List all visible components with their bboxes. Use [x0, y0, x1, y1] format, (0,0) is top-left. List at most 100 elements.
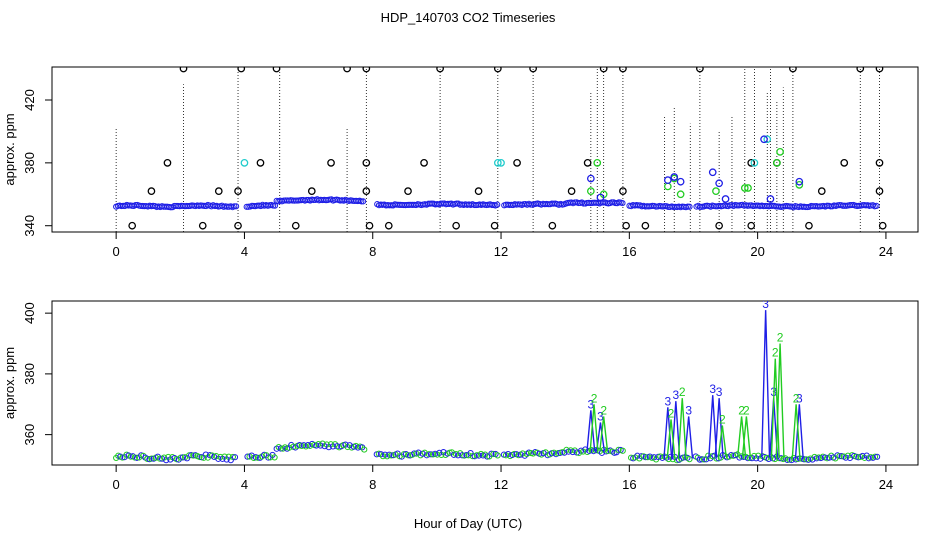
- data-point: [147, 187, 156, 195]
- spike-label: 3: [588, 397, 595, 411]
- data-point: [177, 454, 184, 461]
- data-point: [686, 456, 693, 463]
- x-tick-label: 4: [241, 477, 248, 492]
- spike-line: [663, 407, 673, 459]
- x-tick-label: 20: [750, 477, 764, 492]
- spike-line: [714, 398, 724, 457]
- data-point: [776, 148, 784, 156]
- spike-line: [595, 422, 606, 452]
- y-tick-label: 380: [22, 363, 37, 385]
- data-point: [696, 67, 704, 73]
- y-tick-label: 340: [22, 215, 37, 237]
- data-point: [384, 221, 393, 230]
- data-point: [469, 453, 476, 460]
- data-point: [427, 451, 435, 458]
- data-point: [513, 159, 521, 167]
- data-point: [747, 221, 756, 230]
- y-axis-label: approx. ppm: [2, 113, 17, 185]
- spike-line: [794, 404, 804, 459]
- data-point: [362, 159, 371, 167]
- data-point: [805, 221, 813, 230]
- data-point: [404, 452, 412, 459]
- data-point: [715, 221, 723, 230]
- data-point: [676, 177, 685, 186]
- spike-label: 2: [719, 413, 726, 427]
- data-point: [596, 193, 605, 202]
- data-point: [234, 221, 242, 230]
- data-point: [619, 199, 626, 207]
- data-point: [583, 159, 592, 167]
- data-point: [619, 447, 626, 454]
- data-point: [663, 182, 672, 191]
- spike-line: [741, 416, 751, 457]
- data-point: [615, 446, 622, 453]
- data-point: [529, 67, 537, 73]
- data-point: [740, 453, 747, 460]
- data-point: [750, 159, 759, 167]
- data-point: [362, 67, 371, 73]
- data-point: [234, 187, 242, 195]
- data-point: [277, 445, 284, 452]
- data-point: [856, 67, 865, 73]
- plot-frame: [51, 66, 919, 233]
- data-point: [237, 67, 246, 73]
- spike-label: 3: [664, 394, 671, 408]
- data-point: [548, 221, 557, 230]
- data-point: [773, 159, 781, 167]
- x-tick-label: 12: [494, 477, 508, 492]
- data-point: [494, 201, 501, 208]
- data-point: [127, 453, 134, 460]
- spike-label: 2: [668, 406, 675, 420]
- data-point: [878, 221, 887, 230]
- data-point: [400, 451, 407, 458]
- y-tick-label: 400: [22, 302, 37, 324]
- data-point: [801, 456, 808, 463]
- data-point: [871, 453, 879, 460]
- data-point: [307, 187, 316, 195]
- data-point: [599, 67, 608, 73]
- y-tick-label: 360: [22, 424, 37, 446]
- data-point: [365, 221, 374, 230]
- data-point: [593, 159, 602, 167]
- data-point: [873, 202, 880, 209]
- spike-label: 2: [600, 403, 607, 417]
- data-point: [642, 454, 649, 461]
- plot-area: [113, 67, 887, 232]
- spike-label: 2: [777, 331, 784, 345]
- data-point: [586, 174, 595, 183]
- data-point: [244, 453, 251, 460]
- data-point: [795, 181, 804, 189]
- data-point: [747, 159, 756, 167]
- spike-line: [599, 416, 609, 452]
- data-point: [233, 203, 240, 210]
- data-point: [190, 452, 197, 459]
- data-point: [179, 67, 188, 73]
- data-point: [715, 179, 723, 188]
- data-point: [511, 450, 518, 458]
- data-point: [362, 187, 371, 195]
- data-point: [670, 173, 679, 181]
- data-point: [875, 187, 884, 195]
- data-point: [789, 67, 797, 73]
- data-point: [474, 187, 483, 195]
- data-point: [179, 454, 186, 461]
- data-point: [254, 454, 262, 461]
- data-point: [875, 159, 884, 167]
- spike-label: 3: [762, 297, 769, 311]
- spike-line: [666, 419, 676, 459]
- spike-line: [761, 310, 771, 458]
- data-point: [272, 67, 281, 73]
- data-point: [358, 198, 365, 205]
- x-tick-label: 8: [369, 244, 376, 259]
- spike-label: 2: [738, 403, 745, 417]
- data-point: [740, 184, 749, 192]
- data-point: [638, 453, 645, 460]
- data-point: [163, 159, 172, 167]
- data-point: [484, 453, 491, 460]
- data-point: [231, 203, 238, 210]
- data-point: [343, 67, 351, 73]
- data-point: [327, 159, 335, 167]
